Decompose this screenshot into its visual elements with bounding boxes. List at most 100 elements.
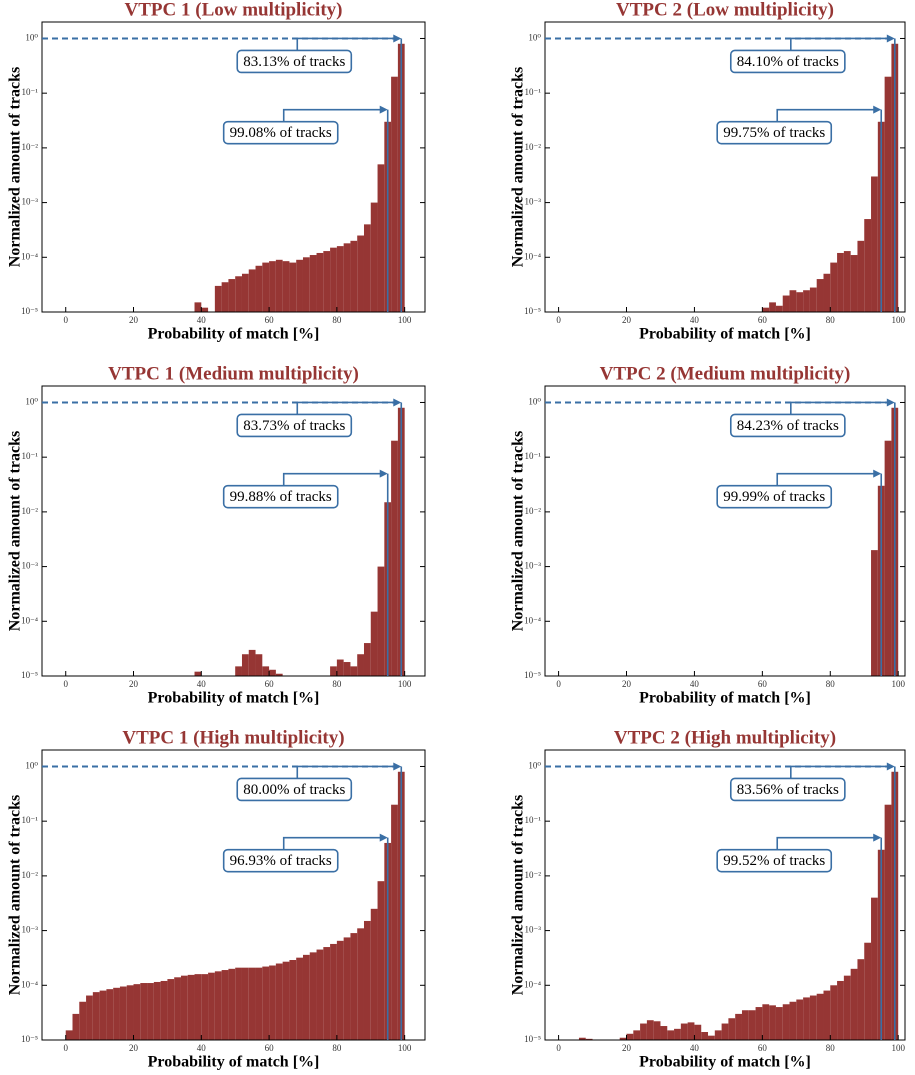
annotation-box: [729, 49, 846, 74]
bar: [871, 897, 878, 1040]
annotation-box: [222, 120, 339, 145]
y-axis-label: Normalized amount of tracks: [7, 431, 24, 631]
annotation-arrow: [296, 765, 396, 779]
x-tick-label: 60: [265, 1043, 275, 1053]
bar: [789, 1001, 797, 1040]
bar: [837, 252, 844, 312]
bar: [255, 265, 263, 312]
bar: [769, 1005, 776, 1040]
chart-title: VTPC 2 (Medium multiplicity): [600, 363, 851, 384]
bar: [160, 980, 168, 1040]
bar: [282, 261, 290, 312]
annotation-arrow: [296, 37, 396, 51]
bar: [65, 1030, 73, 1040]
bar: [775, 1007, 783, 1040]
y-tick-label: 10⁻⁴: [21, 251, 38, 261]
bar: [585, 1038, 593, 1040]
bar: [755, 1007, 763, 1040]
bar: [309, 952, 317, 1040]
bar: [633, 1030, 641, 1040]
bar: [728, 1018, 736, 1040]
arrow-head: [393, 34, 402, 43]
bar: [323, 251, 331, 312]
bar: [262, 262, 270, 312]
x-tick-label: 100: [891, 315, 905, 325]
bar: [864, 942, 872, 1040]
plot-frame: [41, 749, 426, 1041]
bar: [680, 1023, 688, 1040]
arrow-head: [886, 762, 895, 771]
bar: [336, 246, 344, 312]
bar: [275, 259, 283, 312]
y-tick-label: 10⁻¹: [22, 87, 39, 97]
bar: [241, 967, 249, 1040]
annotation-box: [729, 413, 846, 438]
y-tick-label: 10⁻⁴: [524, 615, 541, 625]
bar: [830, 262, 838, 312]
bar: [721, 1023, 729, 1040]
bar: [884, 440, 892, 676]
bar: [857, 240, 865, 312]
bar: [775, 305, 783, 312]
y-axis-label: Normalized amount of tracks: [7, 795, 24, 995]
x-tick-label: 100: [891, 679, 905, 689]
bar: [302, 954, 310, 1040]
bar: [714, 1030, 722, 1040]
chart-title: VTPC 1 (Medium multiplicity): [108, 363, 359, 384]
bar: [796, 292, 804, 312]
bar: [201, 974, 209, 1040]
y-tick-label: 10⁻⁵: [524, 670, 541, 680]
y-tick-label: 10⁻⁵: [524, 306, 541, 316]
y-tick-label: 10⁻¹: [525, 87, 542, 97]
annotation-arrow: [282, 836, 382, 850]
y-tick-label: 10⁻²: [525, 506, 542, 516]
bar: [350, 933, 358, 1040]
y-tick-label: 10⁻¹: [525, 451, 542, 461]
y-tick-label: 10⁻⁴: [524, 979, 541, 989]
annotation-label: 83.73% of tracks: [243, 418, 345, 434]
bar: [667, 1030, 675, 1040]
bar: [289, 959, 297, 1040]
x-tick-label: 20: [622, 315, 632, 325]
bar: [187, 974, 195, 1040]
y-tick-label: 10⁻²: [525, 142, 542, 152]
bar: [823, 273, 831, 312]
bar: [248, 269, 256, 312]
bar: [789, 290, 797, 312]
annotation-label: 99.99% of tracks: [723, 489, 825, 505]
x-tick-label: 60: [758, 1043, 768, 1053]
y-axis-label: Normalized amount of tracks: [510, 795, 527, 995]
bar: [782, 295, 790, 312]
x-tick-label: 0: [63, 679, 68, 689]
x-axis-label: Probability of match [%]: [639, 326, 811, 343]
bar: [241, 654, 249, 676]
bar: [330, 666, 337, 676]
y-tick-label: 10⁻¹: [22, 451, 39, 461]
annotation-arrow: [790, 401, 889, 415]
bar: [816, 993, 824, 1040]
bar: [228, 968, 236, 1040]
bar: [735, 1013, 742, 1040]
bar: [884, 76, 892, 312]
bar: [809, 995, 817, 1040]
annotation-label: 84.23% of tracks: [737, 418, 839, 434]
y-tick-label: 10⁻³: [525, 925, 542, 935]
arrow-head: [886, 398, 895, 407]
bar: [214, 285, 222, 312]
arrow-head: [379, 833, 388, 842]
bar: [140, 983, 148, 1040]
y-tick-label: 10⁻⁴: [21, 979, 38, 989]
bar: [133, 984, 141, 1040]
bar: [248, 649, 256, 676]
chart-title: VTPC 1 (High multiplicity): [122, 727, 344, 748]
annotation-box: [716, 484, 833, 509]
annotation-box: [716, 848, 833, 873]
bar: [228, 279, 236, 312]
y-tick-label: 10⁻²: [525, 870, 542, 880]
y-tick-label: 10⁻¹: [22, 815, 39, 825]
bar: [153, 981, 161, 1040]
bar: [86, 995, 93, 1040]
x-tick-label: 40: [690, 1043, 700, 1053]
annotation-box: [716, 120, 833, 145]
bar: [850, 255, 858, 312]
